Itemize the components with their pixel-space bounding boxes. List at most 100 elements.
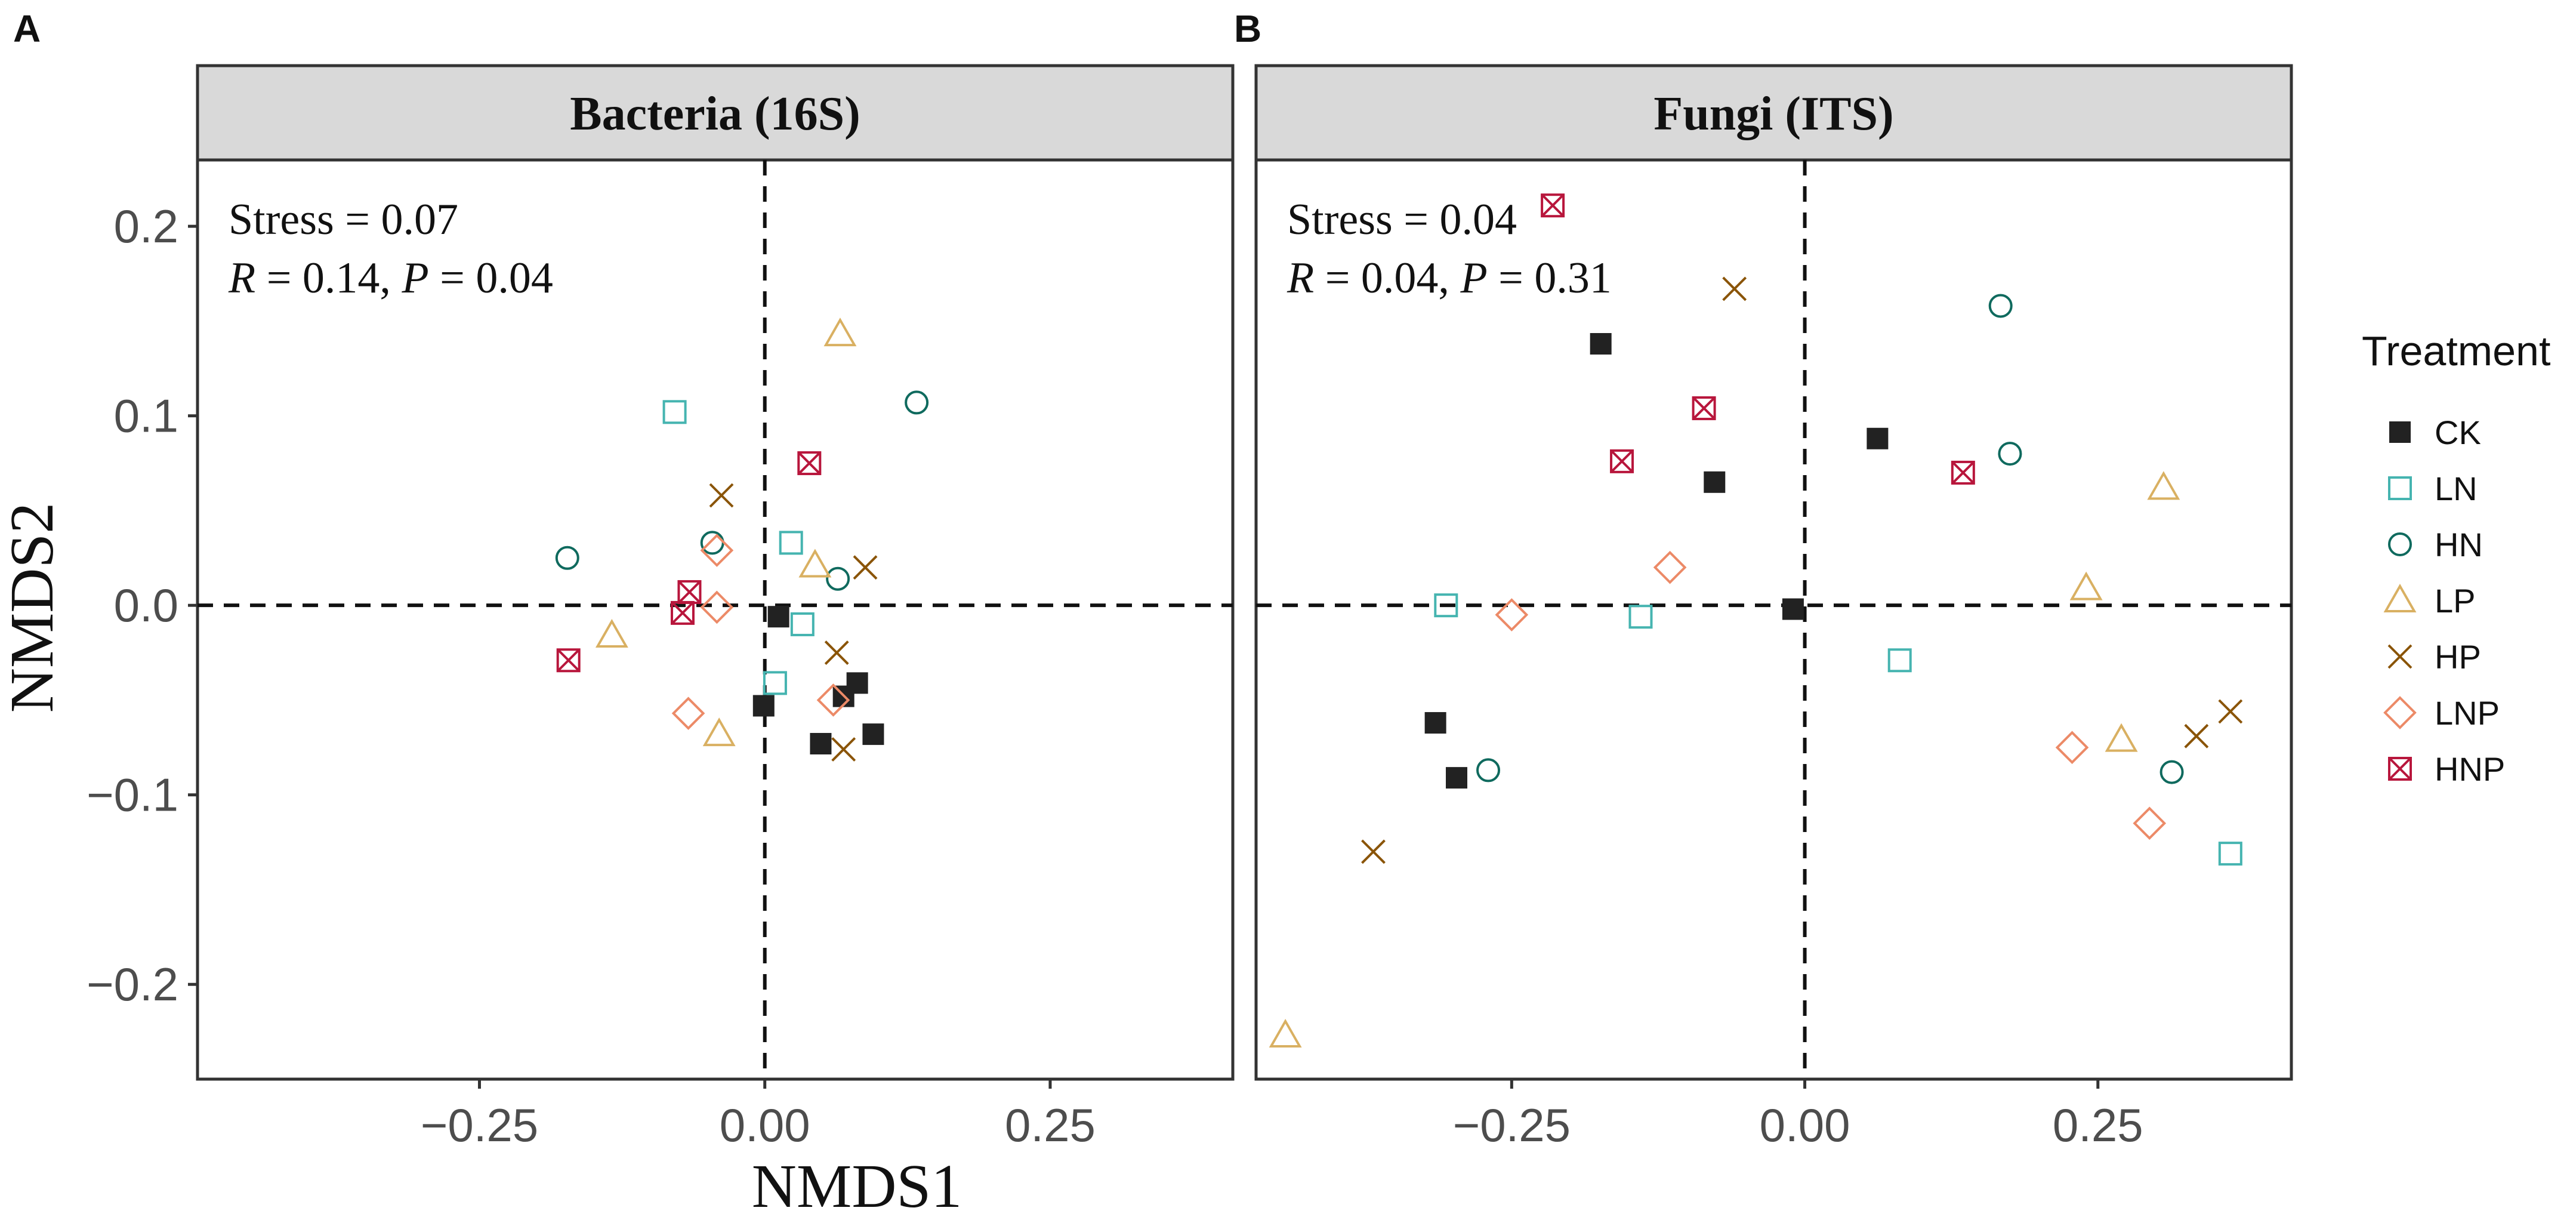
marker-shape [1445,767,1467,789]
marker-shape [1704,471,1726,493]
marker-shape [2389,421,2411,443]
point-hnp [1951,460,1975,485]
point-lp [2069,571,2103,600]
legend-item-ck: CK [2389,414,2481,451]
marker-shape [2184,723,2209,748]
point-ck [846,672,868,694]
point-ln [662,400,687,424]
marker-shape [700,590,734,624]
marker-shape [557,648,581,672]
marker-shape [2383,696,2417,729]
point-ln [1628,605,1653,629]
marker-shape [1495,598,1529,631]
point-lp [2147,471,2180,500]
x-tick-label: −0.25 [1453,1099,1571,1151]
marker-shape [823,318,857,347]
legend-item-hn: HN [2388,526,2483,563]
point-lnp [1495,598,1529,631]
x-axis-title: NMDS1 [752,1152,962,1220]
point-lnp [2055,731,2089,765]
legend-key-hnp [2388,757,2412,781]
point-ln [779,531,803,555]
point-ck [767,606,789,628]
point-lnp [816,683,850,717]
y-tick-label: −0.1 [87,769,178,821]
point-hp [1722,276,1747,301]
marker-shape [824,640,849,665]
legend-item-lnp: LNP [2383,694,2500,732]
point-lnp [671,697,705,731]
legend-label: HP [2435,638,2481,676]
marker-shape [1867,427,1889,449]
marker-shape [1610,449,1634,473]
p-value: = 0.31 [1488,254,1612,303]
point-hp [709,483,734,508]
point-hn [1988,294,2013,318]
r-symbol: R [1287,254,1314,303]
point-ln [790,612,815,636]
marker-shape [1722,276,1747,301]
stress-annotation: Stress = 0.07 [229,195,458,244]
point-lnp [1653,550,1687,584]
point-lp [1269,1018,1302,1048]
marker-shape [1361,839,1386,864]
p-symbol: P [401,254,428,303]
data-points [555,318,929,762]
legend-label: HNP [2435,750,2505,788]
marker-shape [797,451,822,476]
marker-shape [1692,396,1716,420]
x-tick-label: 0.25 [2053,1099,2143,1151]
marker-shape [862,723,884,745]
panel-b: B Fungi (ITS) −0.25 0.00 0.25 Stress = 0.04 R … [1234,7,2293,1151]
r-value: = 0.04, [1314,254,1460,303]
marker-shape [1476,758,1501,782]
marker-shape [1269,1018,1302,1048]
marker-shape [2218,842,2242,866]
y-axis-title: NMDS2 [0,503,66,713]
point-lnp [2133,806,2167,840]
point-hp [831,737,856,762]
point-lp [823,318,857,347]
point-ck [752,695,775,717]
legend-key-ln [2388,476,2412,500]
marker-shape [1610,449,1634,473]
point-ck [1424,712,1446,734]
p-symbol: P [1460,254,1487,303]
marker-shape [767,606,789,628]
point-lp [595,618,628,648]
marker-shape [700,534,734,567]
marker-shape [1951,461,1975,485]
marker-shape [846,672,868,694]
point-lnp [700,534,734,567]
strip-header [1254,64,2293,162]
marker-shape [1541,193,1565,218]
marker-shape [1887,648,1912,673]
marker-shape [1424,712,1446,734]
point-hp [1361,839,1386,864]
marker-shape [1653,550,1687,584]
marker-shape [2055,731,2089,765]
marker-shape [1628,605,1653,629]
marker-shape [2388,532,2412,556]
point-ln [1887,648,1912,673]
marker-shape [763,671,787,695]
marker-shape [2388,476,2412,500]
point-hn [905,390,929,415]
marker-shape [1988,294,2013,318]
point-ck [1782,598,1804,620]
x-tick-label: 0.00 [720,1099,810,1151]
legend-key-lnp [2383,696,2417,729]
marker-shape [2388,757,2412,781]
point-hnp [670,600,695,625]
legend-label: LNP [2435,694,2500,732]
marker-shape [2147,471,2180,500]
point-lp [798,549,832,578]
legend: Treatment CK LN HN LP HP LNP HNP [2362,328,2550,788]
marker-shape [831,737,856,762]
legend-key-hn [2388,532,2412,556]
marker-shape [816,683,850,717]
point-hp [2218,699,2243,724]
point-ln [763,671,787,695]
marker-shape [1590,333,1612,355]
r-value: = 0.14, [255,254,402,303]
